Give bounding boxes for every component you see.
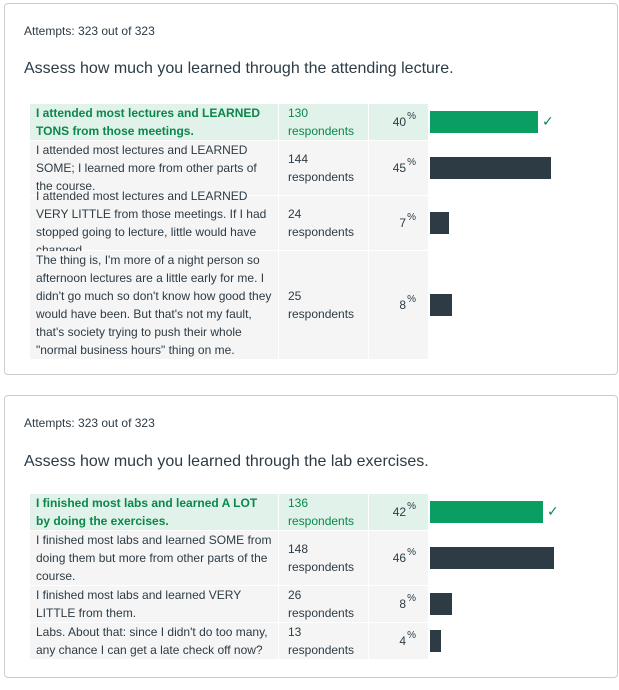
answer-row: I finished most labs and learned VERY LI… [30,586,619,622]
correct-check-icon: ✓ [542,114,554,130]
respondent-count: 13 respondents [279,623,368,659]
quiz-stats-card: Attempts: 323 out of 323 Assess how much… [4,395,618,678]
respondent-count: 148 respondents [279,531,368,585]
answer-row: Labs. About that: since I didn't do too … [30,623,619,659]
answer-text: I finished most labs and learned SOME fr… [30,531,278,585]
answer-row: I finished most labs and learned A LOT b… [30,494,619,530]
quiz-stats-card: Attempts: 323 out of 323 Assess how much… [4,3,618,375]
answer-text: I attended most lectures and LEARNED VER… [30,189,278,257]
answer-percentage: 46% [369,531,428,585]
attempts-count: Attempts: 323 out of 323 [24,24,155,38]
response-bar [430,593,452,615]
bar-track: ✓ [430,494,619,530]
respondent-count: 144 respondents [279,141,368,195]
bar-track [430,196,619,250]
answer-row: I attended most lectures and LEARNED SOM… [30,141,619,195]
bar-track [430,586,619,622]
respondent-count: 25 respondents [279,251,368,359]
answer-row: I attended most lectures and LEARNED VER… [30,189,619,257]
response-bar [430,630,441,652]
answer-text: I finished most labs and learned VERY LI… [30,586,278,622]
bar-track [430,623,619,659]
answer-text: I attended most lectures and LEARNED TON… [30,104,278,140]
answer-percentage: 8% [369,586,428,622]
response-bar [430,111,538,133]
bar-track [430,141,619,195]
bar-track: ✓ [430,104,619,140]
respondent-count: 26 respondents [279,586,368,622]
respondent-count: 130 respondents [279,104,368,140]
question-text: Assess how much you learned through the … [24,60,454,77]
respondent-count: 136 respondents [279,494,368,530]
response-bar [430,212,449,234]
answer-percentage: 45% [369,141,428,195]
respondent-count: 24 respondents [279,196,368,250]
answer-percentage: 4% [369,623,428,659]
answer-row: I attended most lectures and LEARNED TON… [30,104,619,140]
answer-text: Labs. About that: since I didn't do too … [30,623,278,659]
answer-text: The thing is, I'm more of a night person… [30,251,278,359]
answer-row: The thing is, I'm more of a night person… [30,251,619,359]
answer-list: I attended most lectures and LEARNED TON… [30,104,619,360]
question-text: Assess how much you learned through the … [24,453,429,470]
bar-track [430,531,619,585]
answer-percentage: 42% [369,494,428,530]
response-bar [430,157,551,179]
answer-row: I finished most labs and learned SOME fr… [30,531,619,585]
answer-percentage: 40% [369,104,428,140]
bar-track [430,251,619,359]
response-bar [430,547,554,569]
answer-percentage: 7% [369,196,428,250]
answer-list: I finished most labs and learned A LOT b… [30,494,619,660]
response-bar [430,294,452,316]
answer-text: I attended most lectures and LEARNED SOM… [30,141,278,195]
attempts-count: Attempts: 323 out of 323 [24,416,155,430]
correct-check-icon: ✓ [547,504,559,520]
answer-percentage: 8% [369,251,428,359]
answer-text: I finished most labs and learned A LOT b… [30,494,278,530]
response-bar [430,501,543,523]
